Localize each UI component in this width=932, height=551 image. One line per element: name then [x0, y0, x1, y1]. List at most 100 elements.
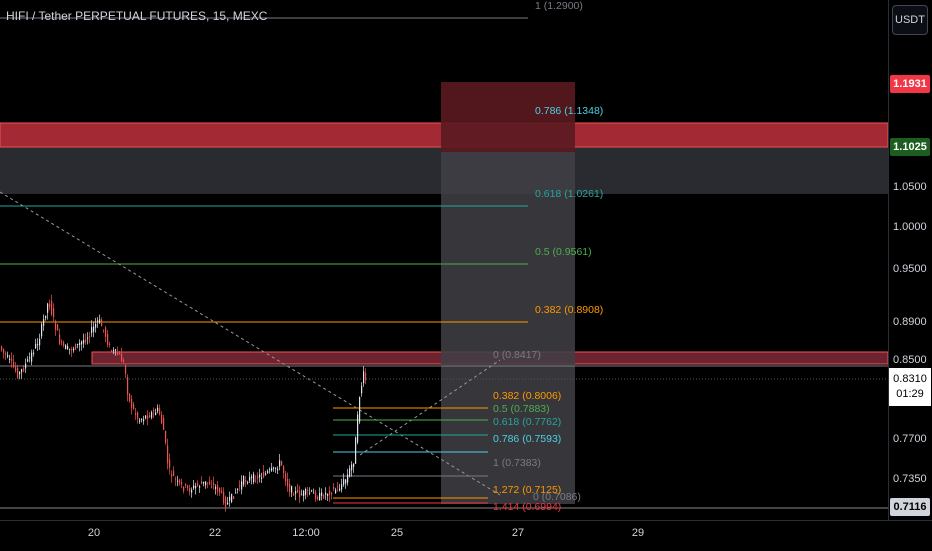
candle [13, 354, 15, 369]
candle [277, 466, 279, 474]
candle [249, 471, 251, 483]
trendline-down[interactable] [0, 191, 501, 496]
candle [197, 480, 199, 488]
candlesticks[interactable] [1, 294, 367, 512]
candle [19, 371, 21, 380]
candle [159, 404, 161, 416]
candle [167, 438, 169, 470]
price-axis[interactable]: 1.0500 1.0000 0.9500 0.8900 0.8500 0.7700 0.73… [888, 0, 932, 520]
candle [201, 476, 203, 485]
candle [53, 303, 55, 323]
candle [123, 357, 125, 364]
projection-box-red[interactable] [441, 82, 575, 152]
candle [49, 299, 51, 311]
candle [347, 468, 349, 486]
candle [35, 338, 37, 350]
candle [199, 484, 201, 493]
price-tick: 0.8900 [893, 316, 927, 328]
candle [163, 414, 165, 430]
candle [289, 478, 291, 497]
candle [143, 415, 145, 425]
candle [25, 358, 27, 373]
candle [113, 347, 115, 355]
candle [87, 332, 89, 345]
candle [179, 478, 181, 486]
fib-level-label: 0.382 (0.8908) [535, 304, 604, 316]
currency-button[interactable]: USDT [892, 5, 928, 35]
candle [281, 460, 283, 466]
candle [51, 294, 53, 317]
candle [263, 465, 265, 479]
candle [155, 408, 157, 416]
chart-title: HIFI / Tether PERPETUAL FUTURES, 15, MEX… [6, 9, 268, 23]
candle [285, 470, 287, 486]
candle [275, 467, 277, 473]
price-badge: 1.1931 [890, 75, 930, 93]
candle [345, 478, 347, 489]
price-badge: 1.1025 [890, 138, 930, 156]
price-tick: 0.7700 [893, 433, 927, 445]
candle [215, 484, 217, 495]
candle [317, 495, 319, 501]
candle [183, 486, 185, 494]
candle [257, 472, 259, 485]
candle [313, 488, 315, 494]
fib-level-label: 0.618 (1.0261) [535, 188, 604, 200]
candle [107, 329, 109, 348]
price-tick: 0.9500 [893, 263, 927, 275]
candle [45, 315, 47, 321]
candle [207, 482, 209, 489]
candle [243, 475, 245, 487]
candle [95, 317, 97, 333]
candle [173, 466, 175, 477]
candle [181, 478, 183, 489]
fib-level-label: 0 (0.7086) [533, 491, 581, 503]
time-axis[interactable]: 20 22 12:00 25 27 29 [0, 520, 932, 551]
candle [283, 464, 285, 479]
candle [137, 411, 139, 424]
candle [47, 302, 49, 320]
candle [365, 368, 367, 385]
price-plot[interactable] [0, 0, 888, 520]
price-tick: 1.0000 [893, 221, 927, 233]
fib-level-label: 0 (0.8417) [493, 349, 541, 361]
candle [295, 486, 297, 501]
candle [131, 394, 133, 415]
candle [103, 329, 105, 333]
candle [77, 343, 79, 349]
candle [359, 396, 361, 425]
candle [67, 343, 69, 350]
candle [93, 321, 95, 338]
candle [149, 412, 151, 419]
fib-level-label: 0.5 (0.7883) [493, 403, 550, 415]
candle [255, 475, 257, 483]
fib-level-label: 1 (0.7383) [493, 457, 541, 469]
candle [303, 489, 305, 502]
candle [287, 472, 289, 492]
candle [177, 475, 179, 487]
price-tick: 0.8500 [893, 354, 927, 366]
candle [229, 491, 231, 507]
candle [165, 430, 167, 445]
candle [267, 469, 269, 475]
candle [1, 345, 3, 352]
candle [315, 489, 317, 502]
projection-box-gray[interactable] [441, 152, 575, 504]
candle [363, 366, 365, 387]
candle [353, 463, 355, 473]
candle [59, 328, 61, 346]
candle [219, 487, 221, 497]
candle [17, 364, 19, 380]
candle [33, 349, 35, 357]
candle [307, 486, 309, 498]
candle [227, 496, 229, 505]
fib-upper-lines[interactable] [0, 17, 888, 367]
time-tick: 22 [208, 527, 222, 539]
candle [223, 487, 225, 505]
candle [99, 314, 101, 324]
candle [171, 470, 173, 483]
candle [75, 343, 77, 351]
chart-area[interactable]: HIFI / Tether PERPETUAL FUTURES, 15, MEX… [0, 0, 888, 520]
fib-lower-lines[interactable] [333, 407, 488, 504]
candle [319, 487, 321, 501]
